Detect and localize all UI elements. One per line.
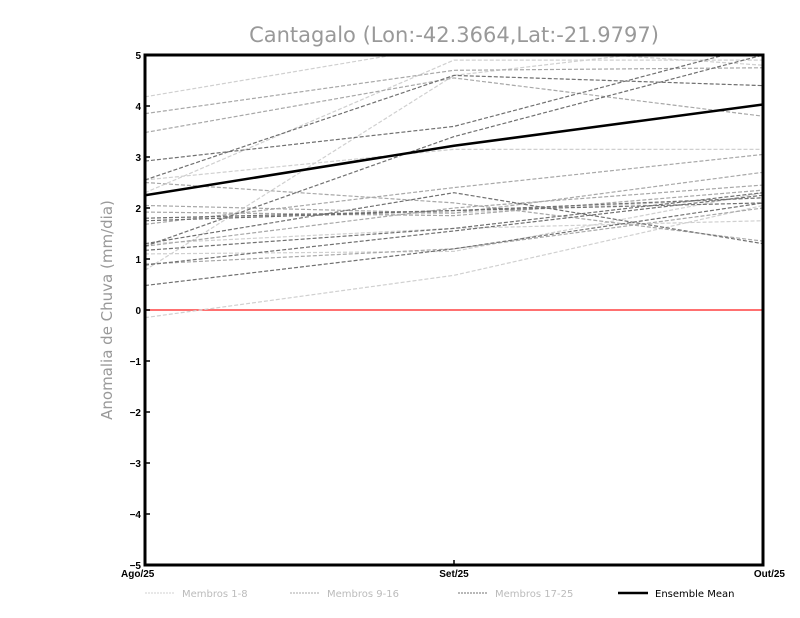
member-line-group2-5	[145, 189, 763, 217]
member-line-group3-6	[145, 55, 763, 247]
y-tick-label: −3	[130, 459, 142, 470]
member-line-group3-7	[145, 194, 763, 266]
y-axis-label: Anomalia de Chuva (mm/dia)	[98, 200, 116, 420]
legend-label: Membros 1-8	[182, 589, 248, 600]
legend-label: Ensemble Mean	[655, 589, 734, 600]
member-line-group3-5	[145, 197, 763, 222]
member-line-group3-2	[145, 192, 763, 251]
y-tick-label: 3	[135, 153, 141, 164]
member-line-group2-4	[145, 207, 763, 265]
y-tick-label: 5	[135, 51, 141, 62]
chart-title: Cantagalo (Lon:-42.3664,Lat:-21.9797)	[249, 23, 659, 47]
member-line-group3-4	[145, 192, 763, 245]
x-tick-label: Set/25	[439, 569, 469, 580]
member-line-group1-7	[145, 220, 763, 245]
member-line-group3-1	[145, 55, 727, 162]
member-line-group1-1	[145, 204, 763, 319]
x-tick-label: Ago/25	[121, 569, 155, 580]
member-line-group3-9	[145, 202, 763, 219]
x-tick-label: Out/25	[754, 569, 786, 580]
member-line-group2-3	[145, 184, 763, 247]
y-tick-label: −5	[130, 561, 142, 572]
y-tick-label: 2	[135, 204, 141, 215]
y-tick-label: 0	[135, 306, 141, 317]
ensemble-mean-line	[145, 103, 763, 197]
member-line-group1-4	[145, 148, 763, 181]
y-tick-label: 4	[135, 102, 141, 113]
legend-label: Membros 17-25	[495, 589, 573, 600]
member-line-group3-3	[145, 202, 763, 287]
y-tick-label: −2	[130, 408, 142, 419]
member-line-group2-1	[145, 67, 763, 115]
member-line-group2-8	[145, 171, 763, 214]
member-line-group1-5	[145, 59, 763, 194]
y-tick-label: −4	[130, 510, 142, 521]
member-line-group1-3	[145, 192, 763, 255]
member-line-group1-8	[145, 55, 763, 98]
member-line-group2-7	[145, 153, 763, 225]
member-line-group3-8	[145, 74, 763, 181]
y-tick-label: 1	[135, 255, 141, 266]
legend-label: Membros 9-16	[327, 589, 399, 600]
member-line-group1-2	[145, 55, 636, 271]
member-line-group2-6	[145, 77, 763, 134]
member-line-group2-2	[145, 181, 763, 242]
y-tick-label: −1	[130, 357, 142, 368]
